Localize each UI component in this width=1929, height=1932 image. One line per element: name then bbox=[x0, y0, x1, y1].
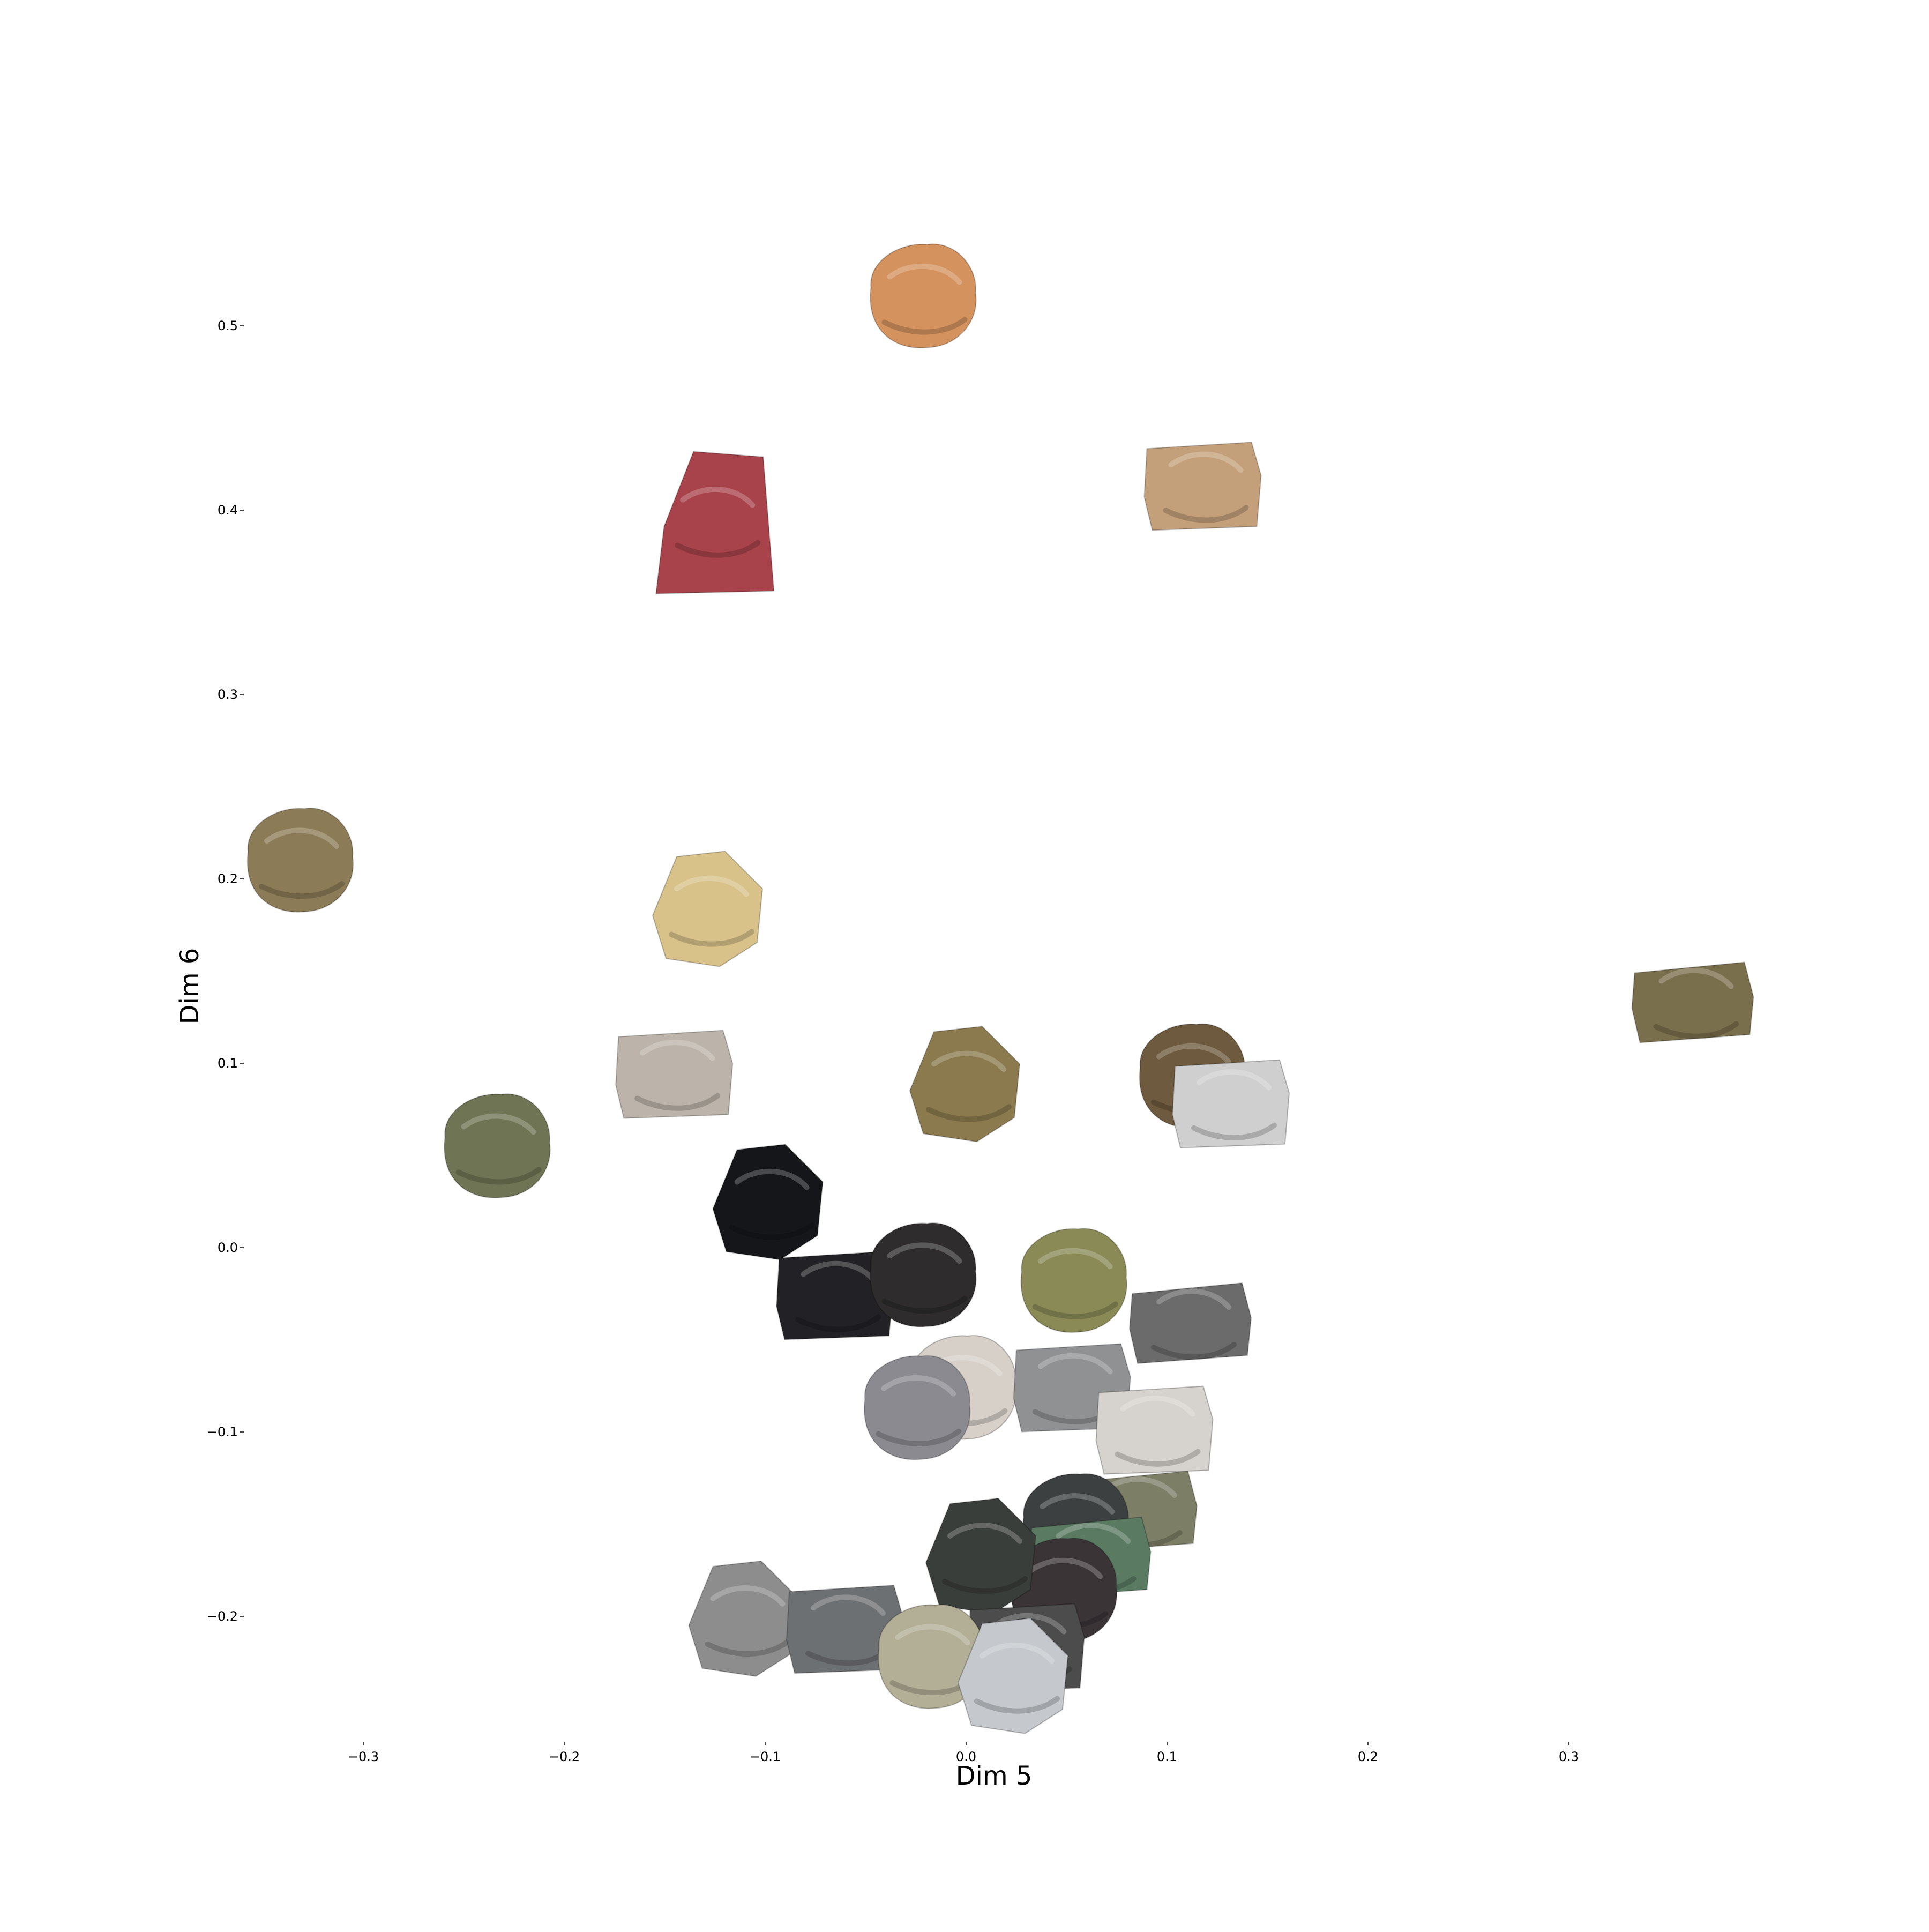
rock-specimen-marker bbox=[688, 1560, 799, 1677]
y-tick-label: −0.2 bbox=[207, 1609, 238, 1624]
x-tick-label: 0.3 bbox=[1559, 1749, 1579, 1764]
rock-specimen-marker bbox=[655, 451, 775, 594]
y-tick-label: 0.1 bbox=[218, 1056, 238, 1071]
rock-specimen-marker bbox=[864, 1355, 971, 1460]
y-tick-label: 0.5 bbox=[218, 318, 238, 333]
rock-specimen-marker bbox=[1171, 1059, 1290, 1148]
y-axis-ticks: 0.5 0.4 0.3 0.2 0.1 0.0 −0.1 −0.2 bbox=[207, 318, 244, 1624]
x-axis-title: Dim 5 bbox=[956, 1761, 1033, 1791]
rock-specimen-marker bbox=[246, 808, 354, 913]
x-tick-label: 0.2 bbox=[1358, 1749, 1378, 1764]
y-tick-label: 0.4 bbox=[218, 503, 238, 518]
rock-specimen-marker bbox=[786, 1585, 904, 1674]
y-tick-label: 0.2 bbox=[218, 871, 238, 886]
rock-specimen-marker bbox=[1020, 1228, 1127, 1333]
rock-specimen-marker bbox=[957, 1617, 1069, 1734]
rock-specimen-marker bbox=[870, 243, 977, 349]
rock-specimen-marker bbox=[870, 1222, 977, 1327]
rock-specimen-marker bbox=[712, 1144, 824, 1260]
rock-specimen-marker bbox=[652, 851, 764, 967]
y-tick-label: 0.3 bbox=[218, 687, 238, 702]
y-tick-label: 0.0 bbox=[218, 1240, 238, 1255]
x-tick-label: 0.0 bbox=[956, 1749, 976, 1764]
rock-specimen-marker bbox=[776, 1251, 894, 1340]
x-tick-label: −0.1 bbox=[750, 1749, 781, 1764]
rock-specimen-marker bbox=[1095, 1385, 1214, 1475]
rock-specimen-marker bbox=[444, 1093, 551, 1198]
y-axis-title: Dim 6 bbox=[175, 948, 205, 1025]
rock-specimen-marker bbox=[925, 1497, 1037, 1614]
x-axis-ticks: −0.3 −0.2 −0.1 0.0 0.1 0.2 0.3 bbox=[348, 1742, 1579, 1764]
x-tick-label: −0.2 bbox=[549, 1749, 580, 1764]
x-tick-label: 0.1 bbox=[1157, 1749, 1177, 1764]
rock-specimen-marker bbox=[909, 1026, 1021, 1143]
x-tick-label: −0.3 bbox=[348, 1749, 379, 1764]
rock-specimen-marker bbox=[1631, 961, 1754, 1043]
specimen-points bbox=[246, 243, 1754, 1734]
y-tick-label: −0.1 bbox=[207, 1424, 238, 1439]
rock-specimen-marker bbox=[1128, 1282, 1252, 1364]
rock-specimen-marker bbox=[615, 1030, 734, 1119]
rock-specimen-marker bbox=[1143, 442, 1262, 531]
